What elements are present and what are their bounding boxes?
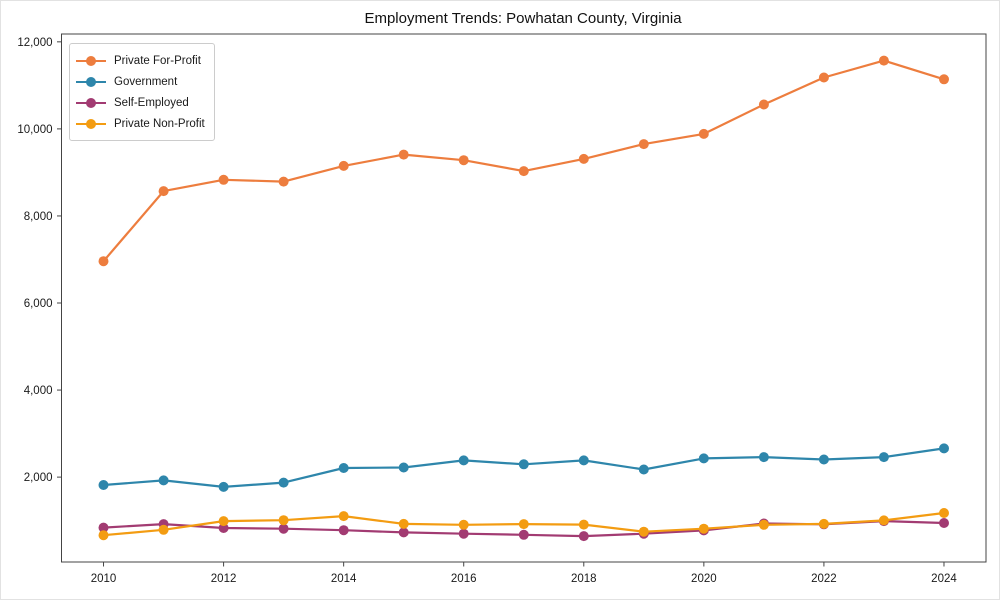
data-point-private-for-profit xyxy=(878,55,889,66)
data-point-private-non-profit xyxy=(278,515,289,526)
legend-item-self-employed: Self-Employed xyxy=(76,92,206,113)
data-point-self-employed xyxy=(338,525,349,536)
data-point-private-for-profit xyxy=(218,174,229,185)
series-layer xyxy=(98,55,949,542)
data-point-private-for-profit xyxy=(758,99,769,110)
data-point-private-non-profit xyxy=(878,515,889,526)
data-point-private-for-profit xyxy=(578,153,589,164)
series-line-private-for-profit xyxy=(102,59,946,263)
series-private-non-profit xyxy=(98,508,949,541)
data-point-government xyxy=(518,459,529,470)
x-tick-label: 2016 xyxy=(451,573,477,585)
data-point-government xyxy=(218,481,229,492)
plot-spines xyxy=(61,33,987,563)
legend-item-private-non-profit: Private Non-Profit xyxy=(76,113,206,134)
data-point-government xyxy=(458,455,469,466)
legend-label: Private Non-Profit xyxy=(114,117,205,130)
data-point-private-non-profit xyxy=(818,518,829,529)
legend-marker-icon xyxy=(76,76,106,87)
y-tick-label: 4,000 xyxy=(24,385,53,397)
data-point-government xyxy=(158,475,169,486)
y-tick-label: 6,000 xyxy=(24,298,53,310)
data-point-self-employed xyxy=(218,523,229,533)
data-point-private-non-profit xyxy=(398,518,409,529)
legend-item-private-for-profit: Private For-Profit xyxy=(76,50,206,71)
data-point-government xyxy=(878,452,889,463)
legend: Private For-Profit Government Self-Employe… xyxy=(69,43,215,141)
data-point-private-for-profit xyxy=(818,72,829,83)
y-tick-label: 10,000 xyxy=(17,124,52,136)
data-point-government xyxy=(638,464,649,475)
data-point-private-for-profit xyxy=(518,166,529,177)
data-point-private-for-profit xyxy=(939,74,949,85)
data-point-private-non-profit xyxy=(338,511,349,522)
data-point-private-for-profit xyxy=(638,139,649,150)
legend-label: Government xyxy=(114,75,178,88)
x-tick-label: 2010 xyxy=(91,573,117,585)
legend-marker-icon xyxy=(76,55,106,66)
legend-label: Private For-Profit xyxy=(114,54,201,67)
data-point-private-non-profit xyxy=(939,508,949,518)
data-point-self-employed xyxy=(518,529,529,540)
data-point-government xyxy=(698,453,709,464)
x-tick-label: 2018 xyxy=(571,573,597,585)
y-tick-label: 8,000 xyxy=(24,211,53,223)
data-point-self-employed xyxy=(939,518,949,528)
x-tick-label: 2014 xyxy=(331,573,357,585)
legend-item-government: Government xyxy=(76,71,206,92)
data-point-private-non-profit xyxy=(638,526,649,537)
data-point-private-for-profit xyxy=(158,186,169,197)
data-point-government xyxy=(939,443,949,454)
plot-box xyxy=(61,33,987,563)
data-point-private-non-profit xyxy=(218,516,229,527)
data-point-government xyxy=(278,477,289,488)
data-point-self-employed xyxy=(578,531,589,542)
data-point-self-employed xyxy=(398,527,409,538)
y-tick-label: 2,000 xyxy=(24,472,53,484)
data-point-private-non-profit xyxy=(458,519,469,530)
data-point-private-for-profit xyxy=(278,176,289,187)
data-point-government xyxy=(818,454,829,465)
data-point-private-for-profit xyxy=(698,128,709,139)
x-tick-label: 2020 xyxy=(691,573,717,585)
data-point-private-for-profit xyxy=(398,149,409,160)
series-private-for-profit xyxy=(98,55,949,267)
data-point-government xyxy=(398,462,409,473)
legend-marker-icon xyxy=(76,97,106,108)
data-point-private-for-profit xyxy=(458,155,469,166)
data-point-private-for-profit xyxy=(98,256,109,267)
legend-marker-icon xyxy=(76,118,106,129)
y-tick-label: 12,000 xyxy=(17,37,52,49)
data-point-government xyxy=(578,455,589,466)
data-point-government xyxy=(98,480,109,490)
chart-title: Employment Trends: Powhatan County, Virg… xyxy=(364,10,682,27)
data-point-private-for-profit xyxy=(338,160,349,171)
data-point-private-non-profit xyxy=(698,523,709,534)
axes: 2,000 4,000 6,000 8,000 10,000 12,000 2010 2012… xyxy=(17,37,957,585)
data-point-self-employed xyxy=(98,522,109,533)
series-government xyxy=(98,443,949,492)
data-point-private-non-profit xyxy=(158,524,169,535)
data-point-self-employed xyxy=(278,523,289,534)
data-point-private-non-profit xyxy=(518,519,529,530)
data-point-private-non-profit xyxy=(98,530,109,541)
data-point-private-non-profit xyxy=(578,519,589,530)
data-point-private-non-profit xyxy=(758,519,769,530)
data-point-self-employed xyxy=(458,528,469,539)
legend-label: Self-Employed xyxy=(114,96,189,109)
data-point-government xyxy=(338,463,349,473)
x-tick-label: 2024 xyxy=(931,573,957,585)
data-point-government xyxy=(758,452,769,463)
x-tick-label: 2012 xyxy=(211,573,237,585)
x-tick-label: 2022 xyxy=(811,573,837,585)
